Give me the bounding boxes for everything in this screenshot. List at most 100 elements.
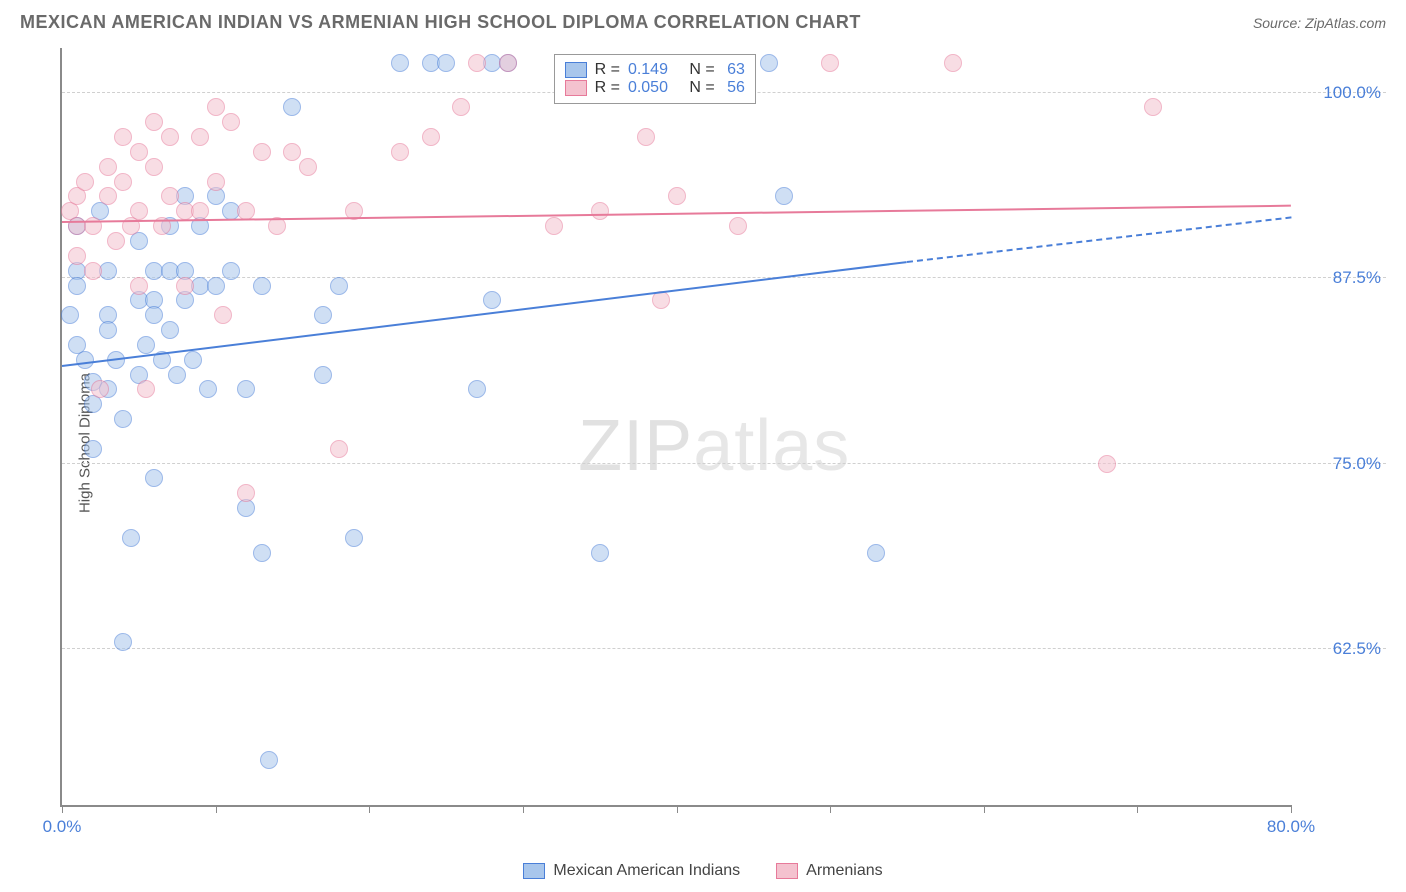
data-point — [729, 217, 747, 235]
data-point — [145, 113, 163, 131]
data-point — [944, 54, 962, 72]
legend-bottom-item: Armenians — [776, 862, 882, 880]
data-point — [130, 143, 148, 161]
data-point — [391, 143, 409, 161]
data-point — [76, 351, 94, 369]
data-point — [130, 202, 148, 220]
data-point — [821, 54, 839, 72]
data-point — [253, 277, 271, 295]
data-point — [668, 187, 686, 205]
n-value: 63 — [727, 61, 745, 79]
data-point — [591, 202, 609, 220]
data-point — [191, 202, 209, 220]
data-point — [184, 351, 202, 369]
n-value: 56 — [727, 79, 745, 97]
data-point — [214, 306, 232, 324]
data-point — [114, 633, 132, 651]
data-point — [345, 529, 363, 547]
chart-source: Source: ZipAtlas.com — [1253, 15, 1386, 31]
x-tick — [1291, 805, 1292, 813]
data-point — [775, 187, 793, 205]
legend-label: Mexican American Indians — [553, 862, 740, 880]
data-point — [545, 217, 563, 235]
data-point — [222, 262, 240, 280]
data-point — [145, 158, 163, 176]
data-point — [207, 173, 225, 191]
data-point — [161, 321, 179, 339]
legend-label: Armenians — [806, 862, 882, 880]
data-point — [99, 262, 117, 280]
x-tick-label: 80.0% — [1267, 817, 1315, 837]
data-point — [237, 380, 255, 398]
data-point — [867, 544, 885, 562]
data-point — [253, 143, 271, 161]
x-tick — [62, 805, 63, 813]
watermark-bold: ZIP — [578, 406, 693, 486]
data-point — [191, 128, 209, 146]
legend-swatch — [565, 80, 587, 96]
data-point — [176, 277, 194, 295]
data-point — [283, 143, 301, 161]
x-tick — [523, 805, 524, 813]
data-point — [168, 366, 186, 384]
watermark-thin: atlas — [693, 406, 850, 486]
data-point — [499, 54, 517, 72]
r-value: 0.050 — [628, 79, 668, 97]
data-point — [161, 187, 179, 205]
watermark: ZIPatlas — [578, 405, 850, 487]
data-point — [207, 98, 225, 116]
data-point — [591, 544, 609, 562]
legend-top: R = 0.149 N = 63R = 0.050 N = 56 — [554, 54, 756, 104]
data-point — [145, 306, 163, 324]
data-point — [207, 277, 225, 295]
data-point — [330, 277, 348, 295]
x-tick — [830, 805, 831, 813]
data-point — [760, 54, 778, 72]
legend-row: R = 0.050 N = 56 — [565, 79, 745, 97]
data-point — [314, 366, 332, 384]
data-point — [91, 380, 109, 398]
data-point — [99, 187, 117, 205]
gridline — [62, 463, 1386, 464]
data-point — [468, 380, 486, 398]
data-point — [137, 380, 155, 398]
x-tick — [1137, 805, 1138, 813]
data-point — [68, 277, 86, 295]
data-point — [260, 751, 278, 769]
data-point — [145, 469, 163, 487]
data-point — [99, 158, 117, 176]
data-point — [253, 544, 271, 562]
data-point — [114, 128, 132, 146]
data-point — [99, 321, 117, 339]
data-point — [299, 158, 317, 176]
data-point — [314, 306, 332, 324]
legend-swatch — [565, 62, 587, 78]
data-point — [1098, 455, 1116, 473]
data-point — [76, 173, 94, 191]
data-point — [237, 484, 255, 502]
data-point — [222, 113, 240, 131]
r-value: 0.149 — [628, 61, 668, 79]
data-point — [483, 291, 501, 309]
data-point — [199, 380, 217, 398]
chart-header: MEXICAN AMERICAN INDIAN VS ARMENIAN HIGH… — [0, 0, 1406, 41]
legend-swatch — [776, 863, 798, 879]
y-tick-label: 62.5% — [1333, 639, 1381, 659]
trend-line-extrapolated — [907, 217, 1291, 264]
x-tick — [216, 805, 217, 813]
data-point — [468, 54, 486, 72]
data-point — [437, 54, 455, 72]
data-point — [107, 232, 125, 250]
y-tick-label: 100.0% — [1323, 83, 1381, 103]
gridline — [62, 648, 1386, 649]
data-point — [330, 440, 348, 458]
scatter-plot: ZIPatlas 62.5%75.0%87.5%100.0%0.0%80.0%R… — [60, 48, 1291, 807]
data-point — [130, 277, 148, 295]
data-point — [161, 128, 179, 146]
legend-bottom: Mexican American Indians Armenians — [0, 862, 1406, 884]
data-point — [283, 98, 301, 116]
data-point — [391, 54, 409, 72]
x-tick — [677, 805, 678, 813]
data-point — [84, 440, 102, 458]
data-point — [1144, 98, 1162, 116]
